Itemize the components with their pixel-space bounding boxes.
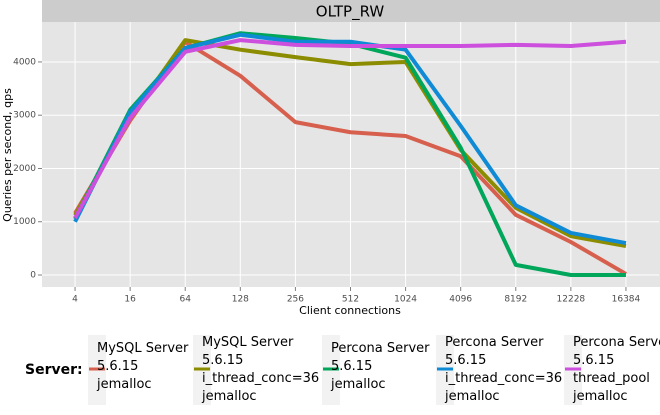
legend-title: Server: [25,362,83,378]
x-tick-label: 1024 [394,295,417,305]
legend-label: Percona Server 5.6.15 jemalloc [330,341,430,392]
y-tick-label: 0 [30,271,36,281]
x-tick-label: 4096 [449,295,472,305]
x-tick-label: 256 [287,295,304,305]
series-line [73,38,627,219]
x-tick-label: 4 [72,295,78,305]
series-line [73,32,627,246]
y-axis-title: Queries per second, qps [1,88,14,222]
y-tick-label: 2000 [13,164,36,174]
title-strip [42,0,660,22]
chart-title: OLTP_RW [316,3,385,22]
y-tick-label: 1000 [13,217,36,227]
x-axis-title: Client connections [299,304,401,317]
legend-label: MySQL Server 5.6.15 jemalloc [96,341,189,392]
y-tick-label: 4000 [13,57,36,67]
x-tick-label: 8192 [504,295,527,305]
x-tick-label: 512 [342,295,359,305]
x-tick-label: 64 [180,295,192,305]
legend-label: MySQL Server 5.6.15 i_thread_conc=36 jemall… [201,335,319,404]
legend-label: Percona Server 5.6.15 i_thread_conc=36 jema… [444,335,562,404]
x-tick-label: 16384 [612,295,641,305]
y-tick-label: 3000 [13,111,36,121]
x-tick-label: 16 [124,295,136,305]
x-tick-label: 12228 [557,295,586,305]
x-tick-label: 128 [232,295,249,305]
